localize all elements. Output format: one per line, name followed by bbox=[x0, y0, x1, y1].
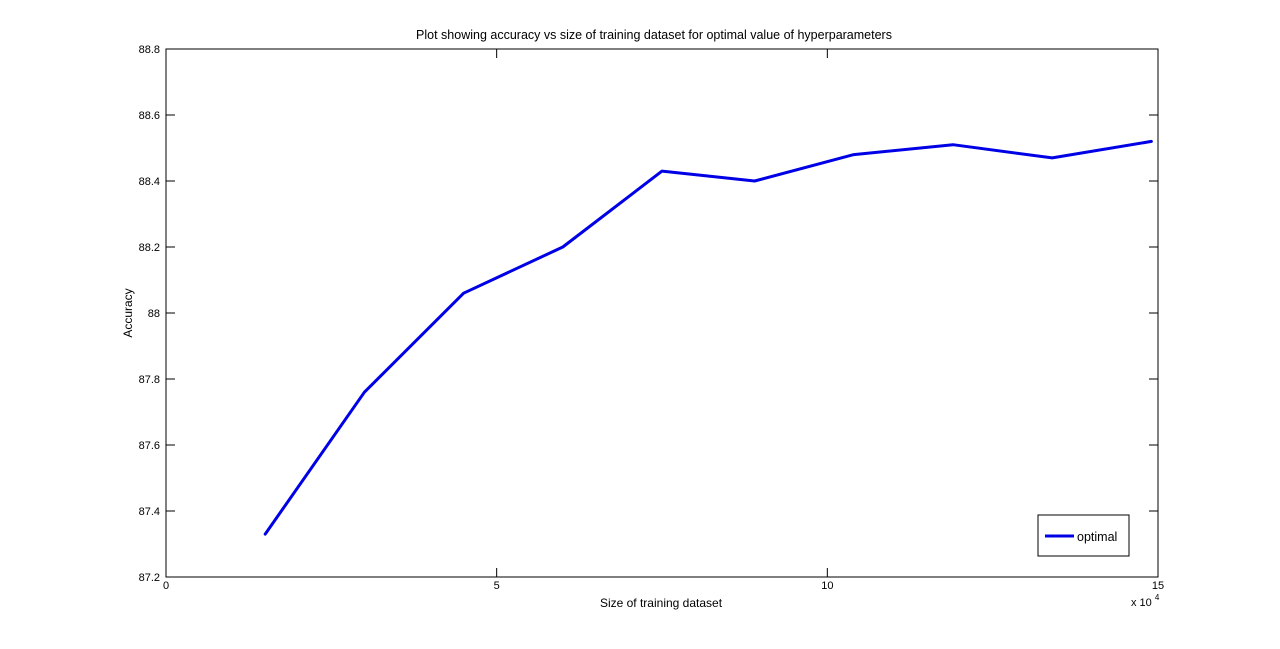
series-line-optimal bbox=[263, 139, 1153, 536]
chart-title: Plot showing accuracy vs size of trainin… bbox=[416, 28, 892, 42]
y-tick-label: 87.4 bbox=[139, 506, 160, 518]
x-tick-label: 5 bbox=[494, 580, 500, 592]
legend: optimal bbox=[1037, 514, 1130, 557]
plot-area-frame bbox=[165, 48, 1159, 578]
x-axis-multiplier-base: x 10 bbox=[1131, 597, 1152, 609]
y-tick-label: 87.6 bbox=[139, 440, 160, 452]
y-tick-label: 87.8 bbox=[139, 374, 160, 386]
x-tick-label: 0 bbox=[163, 580, 169, 592]
legend-label-optimal: optimal bbox=[1077, 530, 1117, 544]
y-tick-label: 88.6 bbox=[139, 110, 160, 122]
x-axis-multiplier-exponent: 4 bbox=[1155, 593, 1160, 602]
axis-ticks bbox=[165, 48, 1159, 578]
y-tick-label: 88.8 bbox=[139, 44, 160, 56]
y-tick-label: 87.2 bbox=[139, 572, 160, 584]
x-tick-label: 10 bbox=[821, 580, 833, 592]
x-tick-label: 15 bbox=[1152, 580, 1164, 592]
axis-tick-labels: 0 5 10 15 87.2 87.4 87.6 87.8 88 88.2 88.4 88.6 88.8 bbox=[139, 44, 1165, 592]
y-tick-label: 88 bbox=[148, 308, 160, 320]
y-tick-label: 88.2 bbox=[139, 242, 160, 254]
y-tick-label: 88.4 bbox=[139, 176, 160, 188]
x-axis-title: Size of training dataset bbox=[600, 596, 723, 610]
series-lines bbox=[263, 139, 1153, 536]
y-axis-title: Accuracy bbox=[121, 288, 135, 337]
x-axis-multiplier: x 10 4 bbox=[1131, 593, 1160, 609]
